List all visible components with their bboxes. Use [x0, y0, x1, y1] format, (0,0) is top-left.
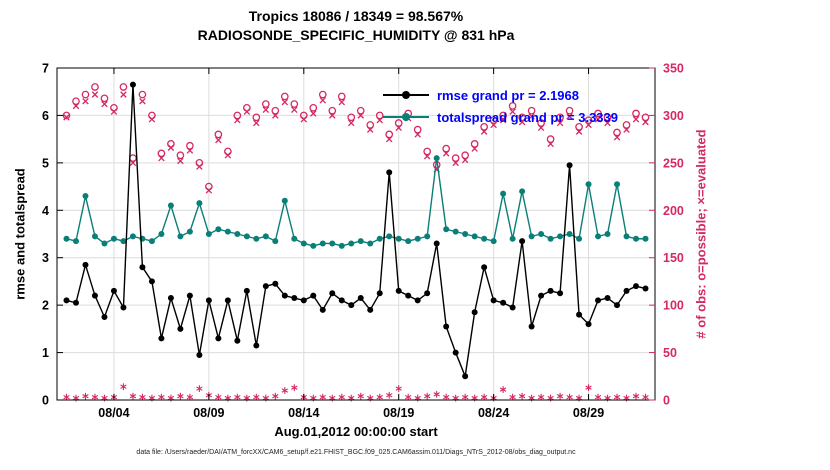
y-left-tick-label: 4	[42, 204, 49, 218]
totalspread-series	[63, 155, 649, 249]
x-tick-label: 08/04	[98, 406, 129, 420]
legend-label-rmse: rmse grand pr = 2.1968	[437, 87, 579, 103]
y-right-tick-label: 200	[663, 204, 684, 218]
obs-possible-markers	[62, 83, 650, 191]
plot-title-variable: RADIOSONDE_SPECIFIC_HUMIDITY @ 831 hPa	[197, 27, 515, 43]
y-left-tick-label: 5	[42, 156, 49, 170]
x-tick-label: 08/29	[573, 406, 604, 420]
y-right-tick-label: 300	[663, 109, 684, 123]
y-left-tick-label: 2	[42, 299, 49, 313]
y-right-tick-label: 350	[663, 62, 684, 76]
data-file-path: data file: /Users/raeder/DAI/ATM_forcXX/…	[136, 449, 576, 456]
x-tick-label: 08/19	[383, 406, 414, 420]
y-right-tick-label: 150	[663, 251, 684, 265]
y-left-tick-label: 1	[42, 346, 49, 360]
y-right-tick-label: 50	[663, 346, 677, 360]
x-tick-label: 08/09	[193, 406, 224, 420]
y-right-tick-label: 250	[663, 156, 684, 170]
plot-border	[56, 67, 656, 401]
legend-label-totalspread: totalspread grand pr = 3.3339	[437, 109, 618, 125]
obs-baseline-markers	[63, 383, 649, 402]
legend-item-totalspread: totalspread grand pr = 3.3339	[383, 106, 618, 128]
y-left-tick-label: 7	[42, 62, 49, 76]
rmse-series	[63, 81, 649, 380]
legend-item-rmse: rmse grand pr = 2.1968	[383, 84, 618, 106]
x-axis-label: Aug.01,2012 00:00:00 start	[274, 424, 438, 439]
totalspread-line-sample	[383, 112, 429, 122]
plot-title-stats: Tropics 18086 / 18349 = 98.567%	[248, 8, 464, 24]
y-right-tick-label: 0	[663, 394, 670, 408]
y-left-tick-label: 0	[42, 394, 49, 408]
y-right-tick-label: 100	[663, 299, 684, 313]
x-tick-label: 08/14	[288, 406, 319, 420]
axis-ticks	[57, 67, 655, 401]
x-tick-label: 08/24	[478, 406, 509, 420]
y-left-tick-label: 6	[42, 109, 49, 123]
rmse-line-sample	[383, 90, 429, 100]
legend: rmse grand pr = 2.1968 totalspread grand…	[383, 84, 618, 128]
y-left-tick-label: 3	[42, 251, 49, 265]
tick-labels: 08/04 08/09 08/14 08/19 08/24 08/29 0 1 2 3 4 5 6 7 0 5…	[42, 62, 684, 421]
